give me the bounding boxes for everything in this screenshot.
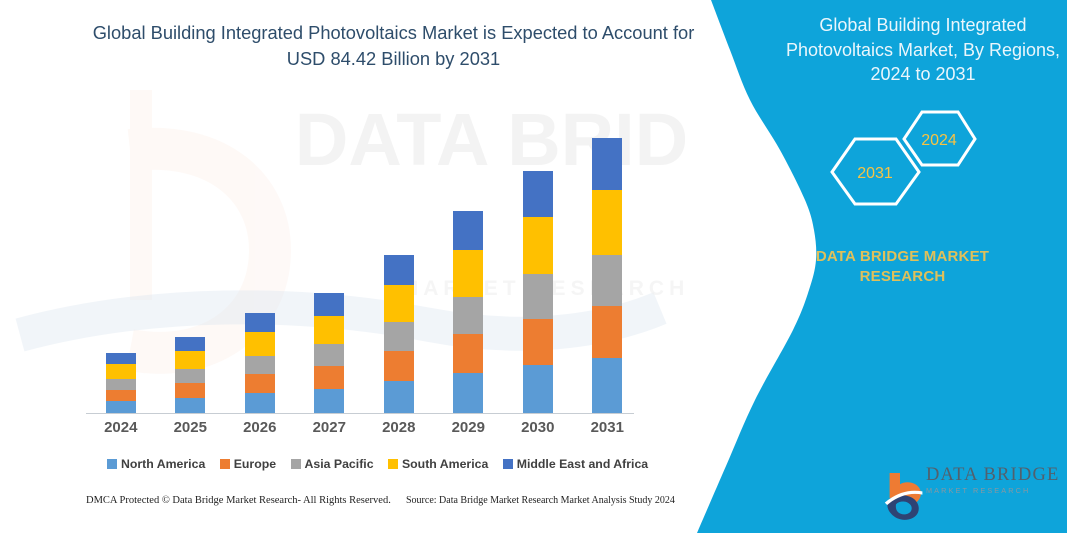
svg-text:MARKET RESEARCH: MARKET RESEARCH <box>926 486 1030 495</box>
svg-text:DATA BRIDGE: DATA BRIDGE <box>926 465 1060 485</box>
